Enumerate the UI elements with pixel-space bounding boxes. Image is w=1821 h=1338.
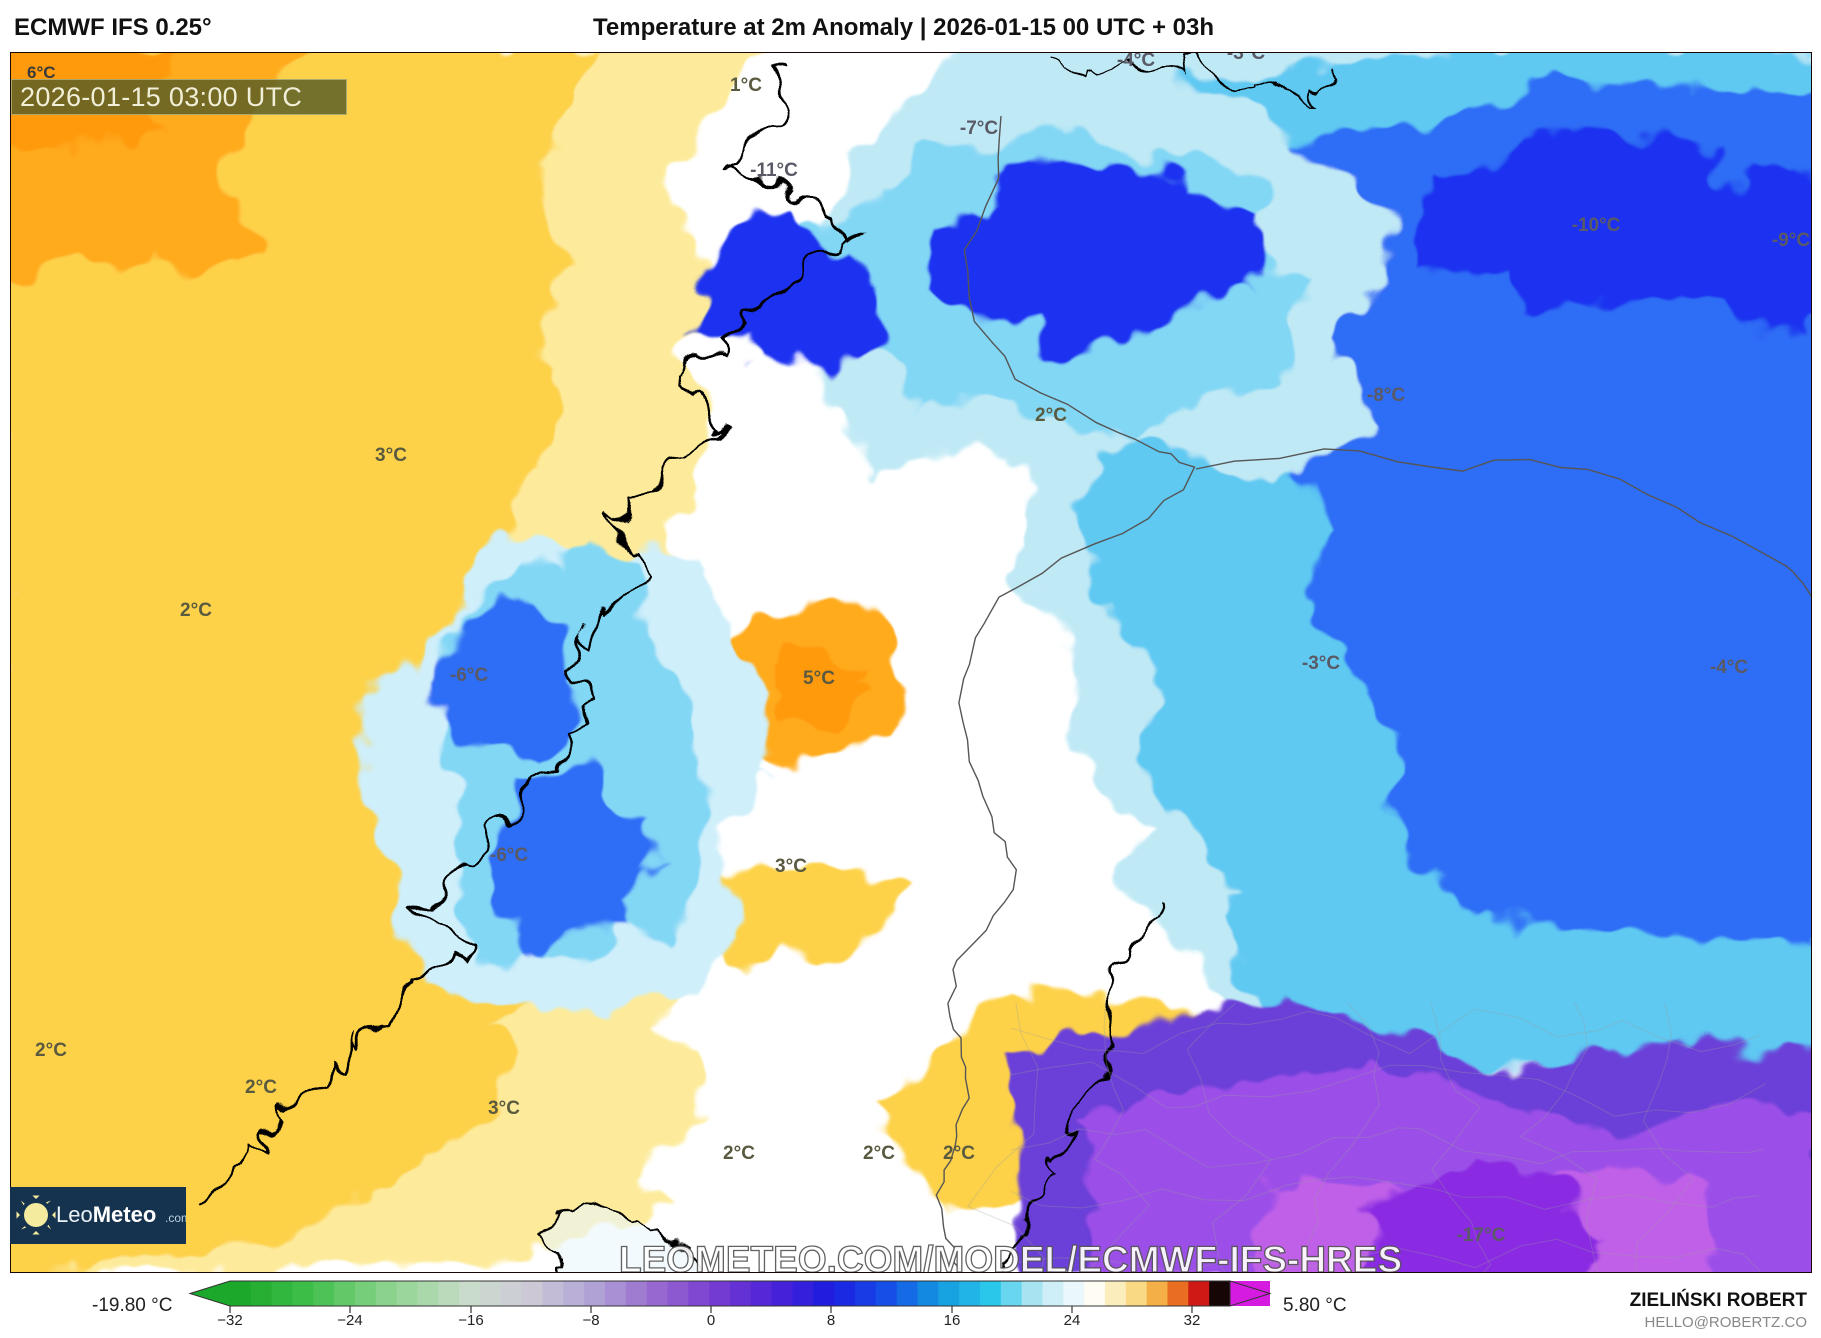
svg-text:2°C: 2°C <box>35 1040 67 1061</box>
svg-text:-6°C: -6°C <box>490 845 528 866</box>
svg-text:-9°C: -9°C <box>1772 230 1810 251</box>
svg-text:2°C: 2°C <box>863 1143 895 1164</box>
svg-text:1°C: 1°C <box>730 75 762 96</box>
svg-text:2°C: 2°C <box>245 1077 277 1098</box>
svg-text:2°C: 2°C <box>180 600 212 621</box>
svg-text:-6°C: -6°C <box>450 665 488 686</box>
svg-text:-7°C: -7°C <box>960 118 998 139</box>
svg-text:-4°C: -4°C <box>1710 657 1748 678</box>
svg-text:-8°C: -8°C <box>1367 385 1405 406</box>
svg-text:LeoMeteo: LeoMeteo <box>56 1202 156 1227</box>
svg-text:5°C: 5°C <box>803 668 835 689</box>
svg-text:3°C: 3°C <box>488 1098 520 1119</box>
svg-text:-17°C: -17°C <box>1457 1225 1506 1246</box>
svg-text:-4°C: -4°C <box>1117 53 1155 71</box>
svg-text:3°C: 3°C <box>775 856 807 877</box>
svg-text:-10°C: -10°C <box>1572 215 1621 236</box>
svg-text:3°C: 3°C <box>375 445 407 466</box>
svg-text:2°C: 2°C <box>723 1143 755 1164</box>
svg-text:-3°C: -3°C <box>1302 653 1340 674</box>
svg-text:.com: .com <box>165 1211 186 1225</box>
svg-text:-11°C: -11°C <box>750 160 798 181</box>
svg-text:2°C: 2°C <box>1035 405 1067 426</box>
svg-text:-3°C: -3°C <box>1227 53 1265 64</box>
svg-text:2°C: 2°C <box>943 1143 975 1164</box>
